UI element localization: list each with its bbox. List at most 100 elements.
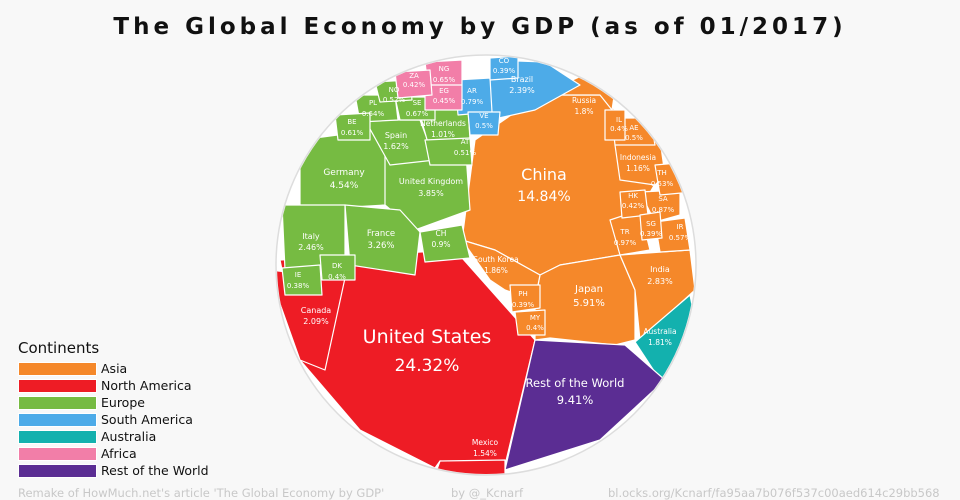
cell-sg[interactable] (639, 211, 663, 241)
cell-label-my: MY (530, 314, 541, 322)
legend-title: Continents (18, 339, 100, 357)
cell-label-ie: IE (295, 271, 302, 279)
cell-label-italy: Italy (302, 232, 320, 241)
legend-swatch (18, 446, 97, 461)
cell-label-rest-of-the-world: Rest of the World (526, 376, 625, 390)
cell-value-se: 0.67% (406, 110, 429, 118)
cell-label-ve: VE (479, 112, 488, 120)
cell-label-spain: Spain (385, 131, 407, 140)
legend-swatch (18, 395, 97, 410)
legend-swatch (18, 463, 97, 478)
cell-value-pl: 0.64% (362, 110, 385, 118)
cell-value-co: 0.39% (493, 67, 516, 75)
cell-label-ph: PH (518, 290, 528, 298)
cell-label-united-kingdom: United Kingdom (399, 177, 463, 186)
cell-label-indonesia: Indonesia (620, 153, 656, 162)
legend-item-europe: Europe (18, 394, 209, 411)
legend-label: Australia (101, 429, 157, 444)
legend-swatch (18, 361, 97, 376)
legend-label: Rest of the World (101, 463, 209, 478)
cell-value-united-kingdom: 3.85% (418, 189, 444, 198)
cell-ie[interactable] (281, 264, 323, 296)
cell-label-united-states: United States (363, 326, 492, 348)
legend-item-asia: Asia (18, 360, 209, 377)
cell-za[interactable] (394, 69, 433, 99)
cell-ch[interactable] (419, 224, 471, 263)
cell-label-japan: Japan (574, 284, 603, 295)
cell-label-be: BE (347, 118, 356, 126)
cell-label-no: NO (389, 86, 400, 94)
cell-value-ng: 0.65% (433, 76, 456, 84)
legend: Continents Asia North America Europe South … (18, 339, 209, 479)
cell-label-dk: DK (332, 262, 342, 270)
cell-value-spain: 1.62% (383, 142, 409, 151)
cell-value-ar: 0.79% (461, 98, 484, 106)
cell-value-sg: 0.39% (640, 230, 663, 238)
cell-value-ir: 0.57% (669, 234, 692, 242)
cell-value-tr: 0.97% (614, 239, 637, 247)
cell-label-mexico: Mexico (472, 438, 499, 447)
cell-il[interactable] (604, 109, 626, 141)
legend-item-rest-of-the-world: Rest of the World (18, 462, 209, 479)
cell-value-ve: 0.5% (475, 122, 493, 130)
cell-ve[interactable] (467, 111, 501, 136)
cell-value-italy: 2.46% (298, 243, 324, 252)
legend-label: Asia (101, 361, 128, 376)
legend-swatch (18, 429, 97, 444)
cell-ph[interactable] (509, 284, 541, 313)
cell-label-india: India (650, 265, 670, 274)
cell-rest-of-the-world[interactable] (504, 339, 666, 471)
cell-label-ae: AE (629, 124, 638, 132)
cell-be[interactable] (334, 112, 371, 141)
cell-value-my: 0.4% (526, 324, 544, 332)
chart-title: The Global Economy by GDP (as of 01/2017… (113, 14, 847, 40)
legend-swatch (18, 412, 97, 427)
cell-value-th: 0.53% (651, 180, 674, 188)
cell-value-hk: 0.42% (622, 202, 645, 210)
cell-value-canada: 2.09% (303, 317, 329, 326)
cell-label-il: IL (616, 116, 622, 124)
cell-my[interactable] (514, 309, 546, 336)
cell-value-china: 14.84% (517, 189, 570, 205)
cell-label-tr: TR (619, 228, 629, 236)
cell-value-rest-of-the-world: 9.41% (557, 393, 594, 407)
cell-value-eg: 0.45% (433, 97, 456, 105)
cell-label-sg: SG (646, 220, 656, 228)
cell-value-netherlands: 1.01% (431, 130, 455, 139)
cell-label-ng: NG (439, 65, 450, 73)
cell-label-russia: Russia (572, 96, 596, 105)
cell-label-eg: EG (439, 87, 449, 95)
cell-value-japan: 5.91% (573, 298, 605, 309)
cell-value-il: 0.4% (610, 125, 628, 133)
cell-value-united-states: 24.32% (395, 356, 460, 376)
cell-label-ar: AR (467, 87, 477, 95)
cell-label-china: China (521, 165, 567, 184)
cell-value-india: 2.83% (647, 277, 673, 286)
cell-eg[interactable] (424, 84, 463, 111)
legend-label: South America (101, 412, 193, 427)
cell-label-se: SE (413, 99, 422, 107)
legend-swatch (18, 378, 97, 393)
cell-label-co: CO (499, 57, 510, 65)
cell-label-germany: Germany (323, 168, 365, 178)
cell-value-sa: 0.87% (652, 206, 675, 214)
cell-dk[interactable] (319, 254, 356, 281)
cell-mexico[interactable] (434, 459, 506, 475)
footer-author: by @_Kcnarf (451, 486, 523, 500)
legend-label: Europe (101, 395, 145, 410)
cell-value-ie: 0.38% (287, 282, 310, 290)
cell-value-dk: 0.4% (328, 273, 346, 281)
cell-ir[interactable] (654, 217, 691, 253)
cell-label-brazil: Brazil (511, 75, 533, 84)
cell-label-th: TH (656, 169, 667, 177)
cell-label-at: AT (461, 138, 470, 146)
footer-link[interactable]: bl.ocks.org/Kcnarf/fa95aa7b076f537c00aed… (608, 486, 940, 500)
cell-value-australia: 1.81% (648, 338, 672, 347)
legend-item-south-america: South America (18, 411, 209, 428)
cell-label-sa: SA (658, 195, 668, 203)
cell-value-at: 0.51% (454, 149, 477, 157)
cell-th[interactable] (654, 161, 693, 196)
cell-value-no: 0.52% (383, 96, 406, 104)
cell-at[interactable] (424, 137, 473, 166)
legend-item-africa: Africa (18, 445, 209, 462)
